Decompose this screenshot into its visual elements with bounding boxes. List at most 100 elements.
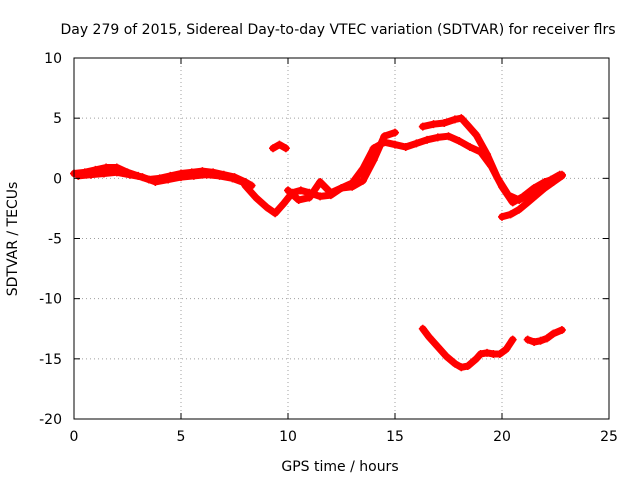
data-point [251,193,260,202]
data-point [433,133,442,142]
x-axis-label: GPS time / hours [281,459,398,475]
data-point [284,186,292,195]
data-point [530,337,539,346]
data-point [463,362,472,371]
data-point [275,140,284,149]
x-tick-label: 25 [600,429,618,445]
data-point [542,334,551,343]
data-point [433,342,442,351]
data-point [418,122,427,131]
data-point [483,150,492,159]
data-point [472,131,481,140]
series-arc-h [418,324,517,372]
data-point [457,363,466,372]
data-point [495,350,504,359]
data-point [465,143,474,152]
series-arc-c [241,128,399,218]
series-arc-i [523,325,566,346]
y-tick-label: 5 [53,111,62,127]
data-point [523,335,532,344]
x-tick-label: 10 [279,429,297,445]
series-arc-b [74,168,250,188]
data-point [523,198,532,207]
series-line [419,325,517,371]
data-point [269,144,278,153]
data-point [418,324,427,333]
data-point [391,128,399,137]
data-point [151,177,160,186]
data-point [177,173,185,182]
data-point [450,115,459,124]
data-point [444,132,453,141]
data-point [429,120,438,129]
data-point [358,164,367,173]
data-point [536,336,545,345]
data-point [125,170,134,179]
data-point [326,188,335,197]
series-line [419,114,564,204]
data-point [241,181,250,190]
chart-title: Day 279 of 2015, Sidereal Day-to-day VTE… [60,22,615,38]
data-point [504,191,513,200]
data-point [112,168,121,177]
data-point [279,199,288,208]
y-tick-label: 10 [44,51,62,67]
data-point [281,144,290,153]
data-point [215,171,224,180]
data-point [442,352,451,361]
series-arc-e [269,140,290,153]
data-point [369,144,378,153]
y-tick-label: -15 [39,352,62,368]
y-tick-label: -20 [39,412,62,428]
data-point [401,143,410,152]
series-line [241,129,399,217]
data-point [498,212,506,221]
data-point [515,205,524,214]
data-point [423,135,432,144]
data-point [412,139,421,148]
y-axis-label: SDTVAR / TECUs [5,182,21,297]
data-point [380,138,389,147]
y-tick-label: -10 [39,292,62,308]
series-line [498,172,566,221]
data-point [425,333,434,342]
data-point [483,348,492,357]
data-point [557,325,566,334]
data-point [87,170,96,179]
data-point [549,329,558,338]
data-point [515,195,524,204]
data-point [391,140,399,149]
data-point [348,179,357,188]
data-point [316,177,325,186]
data-point [305,193,314,202]
y-tick-label: -5 [48,232,62,248]
data-point [476,350,485,359]
data-point [502,345,511,354]
series-line [524,326,566,346]
data-series [70,114,566,372]
data-point [189,171,198,180]
x-tick-label: 0 [70,429,79,445]
data-point [508,335,517,344]
grid [74,58,609,419]
data-point [493,174,502,183]
series-arc-f [418,114,564,204]
data-point [228,174,237,183]
data-point [450,359,459,368]
data-point [455,137,464,146]
data-point [296,186,305,195]
ticks: 0 5 10 15 20 25 -20 -15 -10 -5 0 5 10 [39,51,618,445]
data-point [557,171,566,180]
x-tick-label: 15 [386,429,404,445]
x-tick-label: 5 [177,429,186,445]
data-point [138,173,147,182]
data-point [202,170,211,179]
data-point [271,209,280,218]
data-point [99,169,108,178]
data-point [506,210,515,219]
data-point [549,177,558,186]
data-point [457,114,466,123]
series-arc-g [498,171,566,221]
data-point [472,354,481,363]
